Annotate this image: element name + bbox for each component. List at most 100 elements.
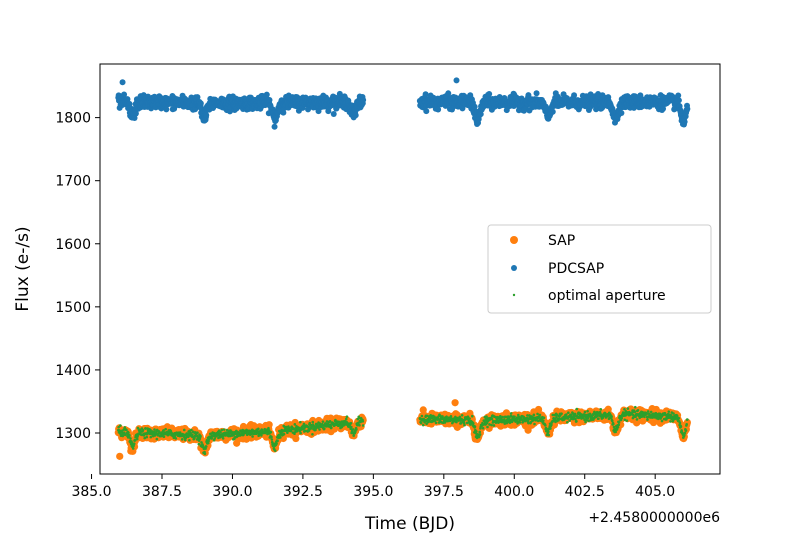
pdcsap-series xyxy=(115,77,691,130)
optimal-aperture-point xyxy=(204,445,208,448)
optimal-aperture-point xyxy=(270,438,274,441)
optimal-aperture-point xyxy=(311,420,315,424)
optimal-aperture-point xyxy=(610,415,613,418)
optimal-aperture-point xyxy=(425,414,429,418)
y-tick-label: 1500 xyxy=(55,300,91,316)
optimal-aperture-point xyxy=(282,432,286,436)
optimal-aperture-point xyxy=(527,421,530,425)
optimal-aperture-point xyxy=(162,429,165,432)
optimal-aperture-point xyxy=(549,427,552,430)
optimal-aperture-point xyxy=(486,425,489,429)
legend-marker-pdcsap xyxy=(511,265,517,271)
pdcsap-point xyxy=(684,105,691,112)
optimal-aperture-point xyxy=(144,427,148,430)
optimal-aperture-point xyxy=(672,412,675,415)
pdcsap-point-outlier xyxy=(453,77,460,84)
pdcsap-point xyxy=(203,112,210,119)
optimal-aperture-point xyxy=(635,418,639,421)
optimal-aperture-point xyxy=(318,428,321,431)
pdcsap-point xyxy=(675,92,682,99)
pdcsap-point xyxy=(266,96,273,103)
optimal-aperture-point xyxy=(434,421,438,425)
optimal-aperture-point xyxy=(334,418,337,422)
optimal-aperture-point xyxy=(462,421,466,425)
optimal-aperture-point xyxy=(518,421,522,424)
optimal-aperture-point xyxy=(349,421,353,425)
optimal-aperture-point xyxy=(458,415,462,419)
y-tick-label: 1800 xyxy=(55,111,91,127)
optimal-aperture-point xyxy=(445,415,448,418)
optimal-aperture-point xyxy=(267,426,270,430)
optimal-aperture-point xyxy=(463,423,466,427)
optimal-aperture-point xyxy=(321,420,325,423)
optimal-aperture-point xyxy=(276,439,279,443)
legend-marker-sap xyxy=(510,236,518,244)
optimal-aperture-point xyxy=(482,423,485,426)
optimal-aperture-point xyxy=(478,430,482,434)
optimal-aperture-point xyxy=(542,419,545,422)
optimal-aperture-point xyxy=(565,413,568,416)
pdcsap-point xyxy=(305,106,312,113)
legend-marker-optimal-aperture xyxy=(512,293,516,297)
optimal-aperture-point xyxy=(490,417,494,421)
optimal-aperture-point xyxy=(583,418,586,422)
sap-point xyxy=(292,434,300,443)
optimal-aperture-point xyxy=(481,426,485,430)
optimal-aperture-point xyxy=(586,409,589,413)
x-tick-label: 397.5 xyxy=(424,484,464,500)
optimal-aperture-point xyxy=(122,431,126,435)
optimal-aperture-point xyxy=(199,434,202,438)
optimal-aperture-point xyxy=(307,429,311,432)
optimal-aperture-point xyxy=(136,435,139,438)
sap-point xyxy=(534,405,543,414)
optimal-aperture-point xyxy=(586,416,590,420)
optimal-aperture-point xyxy=(145,435,149,439)
optimal-aperture-point xyxy=(513,415,516,418)
sap-point xyxy=(419,406,427,414)
optimal-aperture-point xyxy=(310,425,314,428)
optimal-aperture-point xyxy=(225,428,229,432)
optimal-aperture-point xyxy=(125,428,128,432)
optimal-aperture-point xyxy=(419,421,423,425)
sap-point xyxy=(524,426,532,434)
optimal-aperture-point xyxy=(492,424,496,427)
pdcsap-point xyxy=(477,111,484,118)
optimal-aperture-point xyxy=(132,442,136,445)
optimal-aperture-point xyxy=(560,412,563,415)
legend-label-pdcsap: PDCSAP xyxy=(548,261,604,277)
y-tick-label: 1300 xyxy=(55,426,91,442)
optimal-aperture-point xyxy=(123,433,127,437)
optimal-aperture-point xyxy=(352,434,355,437)
optimal-aperture-point xyxy=(273,449,277,452)
sap-point xyxy=(633,419,641,427)
optimal-aperture-point xyxy=(133,438,137,442)
optimal-aperture-point xyxy=(222,434,225,437)
y-tick-label: 1700 xyxy=(55,174,91,190)
optimal-aperture-point xyxy=(322,427,326,430)
optimal-aperture-point xyxy=(193,436,196,440)
optimal-aperture-point xyxy=(646,418,649,421)
optimal-aperture-point xyxy=(286,431,289,435)
optimal-aperture-point xyxy=(129,437,132,440)
x-axis-offset-label: +2.4580000000e6 xyxy=(588,510,720,526)
pdcsap-point xyxy=(423,108,430,115)
optimal-aperture-point xyxy=(251,435,254,438)
optimal-aperture-point xyxy=(536,412,539,416)
optimal-aperture-point xyxy=(149,435,153,439)
x-axis-ticks: 385.0 387.5 390.0 392.5 395.0 397.5 400.0 402.5… xyxy=(71,474,675,500)
pdcsap-point xyxy=(422,91,429,98)
pdcsap-point xyxy=(360,96,367,103)
legend: SAP PDCSAP optimal aperture xyxy=(487,224,712,314)
optimal-aperture-point xyxy=(566,421,569,424)
optimal-aperture-point xyxy=(550,423,553,427)
optimal-aperture-point xyxy=(532,413,536,417)
y-tick-label: 1400 xyxy=(55,363,91,379)
optimal-aperture-point xyxy=(509,412,513,415)
sap-point xyxy=(265,421,273,429)
pdcsap-point-outlier xyxy=(119,79,126,86)
optimal-aperture-point xyxy=(616,425,620,429)
optimal-aperture-point xyxy=(598,410,602,414)
optimal-aperture-point xyxy=(153,428,156,431)
optimal-aperture-point xyxy=(321,423,324,427)
